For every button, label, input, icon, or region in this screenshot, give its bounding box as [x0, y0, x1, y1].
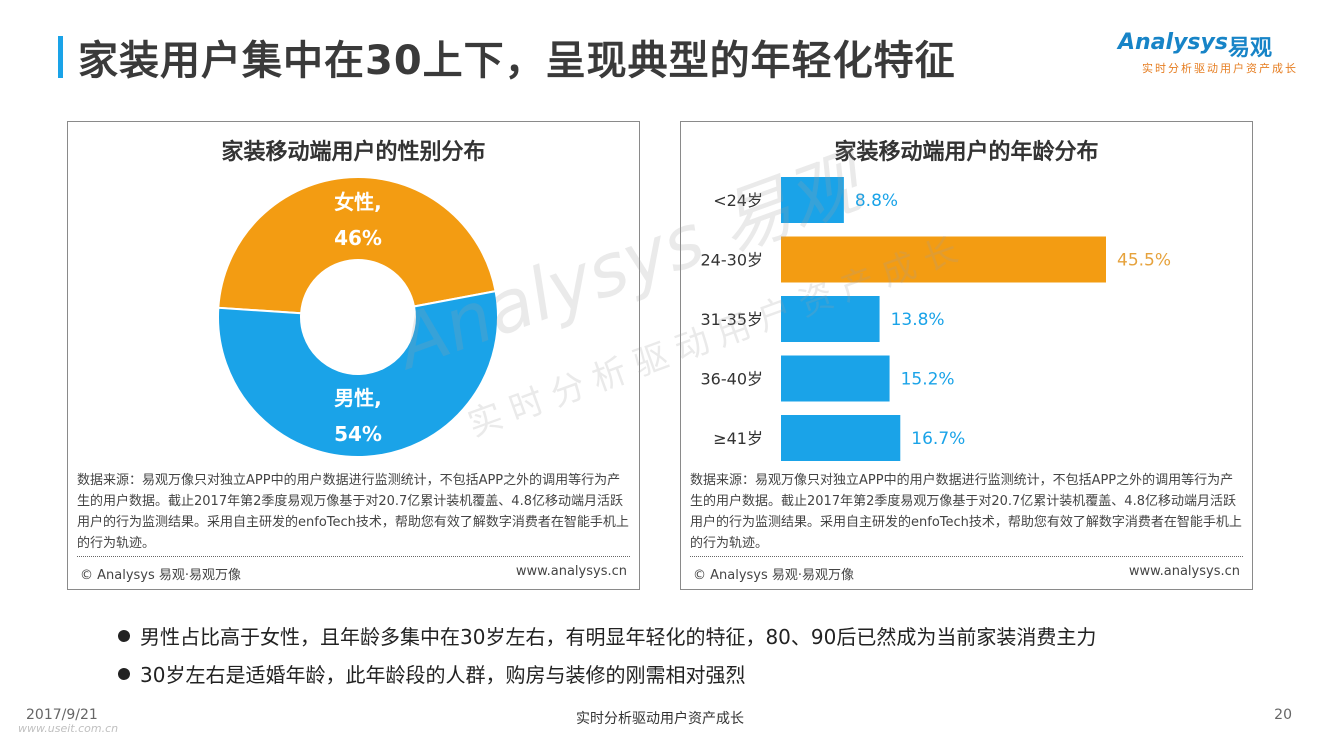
bar-value-label: 13.8%: [891, 310, 945, 330]
male-label-name: 男性,: [334, 386, 382, 410]
bar: [781, 415, 901, 461]
pie-slice-female: [217, 176, 497, 315]
copyright-text: © Analysys 易观·易观万像: [693, 568, 855, 583]
female-slice-label: 女性, 46%: [298, 184, 418, 256]
category-label: ≥41岁: [713, 429, 763, 448]
bar-value-label: 45.5%: [1117, 251, 1171, 271]
page-number: 20: [1274, 707, 1292, 723]
male-label-value: 54%: [334, 422, 382, 446]
gender-chart-panel: 家装移动端用户的性别分布 女性, 46% 男性, 54% 数据来源：易观万像只对…: [67, 121, 640, 590]
age-bar-chart: <24岁 8.8% 24-30岁 45.5% 31-35岁 13.8% 36-40岁 15.2…: [701, 177, 1171, 461]
bar: [781, 177, 844, 223]
finding-text: 男性占比高于女性，且年龄多集中在30岁左右，有明显年轻化的特征，80、90后已然…: [140, 625, 1097, 649]
dotted-divider: [77, 556, 630, 557]
finding-item: 30岁左右是适婚年龄，此年龄段的人群，购房与装修的刚需相对强烈: [118, 656, 1096, 694]
male-slice-label: 男性, 54%: [298, 380, 418, 452]
bar-value-label: 15.2%: [901, 370, 955, 390]
bar-value-label: 16.7%: [911, 429, 965, 449]
female-label-name: 女性,: [334, 190, 382, 214]
category-label: 31-35岁: [701, 310, 764, 329]
category-label: 36-40岁: [701, 370, 764, 389]
category-label: <24岁: [713, 191, 763, 210]
gender-chart-title: 家装移动端用户的性别分布: [221, 140, 486, 165]
page-title: 家装用户集中在30上下，呈现典型的年轻化特征: [78, 38, 956, 84]
data-source-note: 数据来源：易观万像只对独立APP中的用户数据进行监测统计，不包括APP之外的调用…: [690, 473, 1242, 551]
logo-word: Analysys: [1118, 30, 1228, 55]
gender-donut-chart: [217, 176, 499, 458]
category-label: 24-30岁: [701, 251, 764, 270]
footer-watermark: www.useit.com.cn: [18, 722, 119, 735]
bullet-dot-icon: [118, 630, 130, 642]
female-label-value: 46%: [334, 226, 382, 250]
bullet-dot-icon: [118, 668, 130, 680]
age-chart-panel: 家装移动端用户的年龄分布 <24岁 8.8% 24-30岁 45.5% 31-35岁 13…: [680, 121, 1253, 590]
finding-item: 男性占比高于女性，且年龄多集中在30岁左右，有明显年轻化的特征，80、90后已然…: [118, 618, 1096, 656]
logo-cn: 易观: [1228, 36, 1273, 61]
footer-slogan: 实时分析驱动用户资产成长: [576, 711, 744, 727]
bar-value-label: 8.8%: [855, 191, 898, 211]
copyright-text: © Analysys 易观·易观万像: [80, 568, 242, 583]
finding-text: 30岁左右是适婚年龄，此年龄段的人群，购房与装修的刚需相对强烈: [140, 663, 746, 687]
bar: [781, 355, 890, 402]
age-chart-title: 家装移动端用户的年龄分布: [834, 140, 1099, 165]
website-link[interactable]: www.analysys.cn: [515, 564, 627, 579]
website-link[interactable]: www.analysys.cn: [1128, 564, 1240, 579]
data-source-note: 数据来源：易观万像只对独立APP中的用户数据进行监测统计，不包括APP之外的调用…: [77, 473, 629, 551]
logo-tagline: 实时分析驱动用户资产成长: [1142, 62, 1298, 75]
bar: [781, 236, 1106, 283]
title-accent-bar: [58, 36, 63, 78]
dotted-divider: [690, 556, 1243, 557]
pie-slice-male: [217, 289, 499, 458]
bar: [781, 296, 880, 342]
footer-date: 2017/9/21: [26, 707, 98, 723]
key-findings: 男性占比高于女性，且年龄多集中在30岁左右，有明显年轻化的特征，80、90后已然…: [118, 618, 1096, 694]
analysys-logo: Analysys 易观 实时分析驱动用户资产成长: [1118, 30, 1296, 80]
